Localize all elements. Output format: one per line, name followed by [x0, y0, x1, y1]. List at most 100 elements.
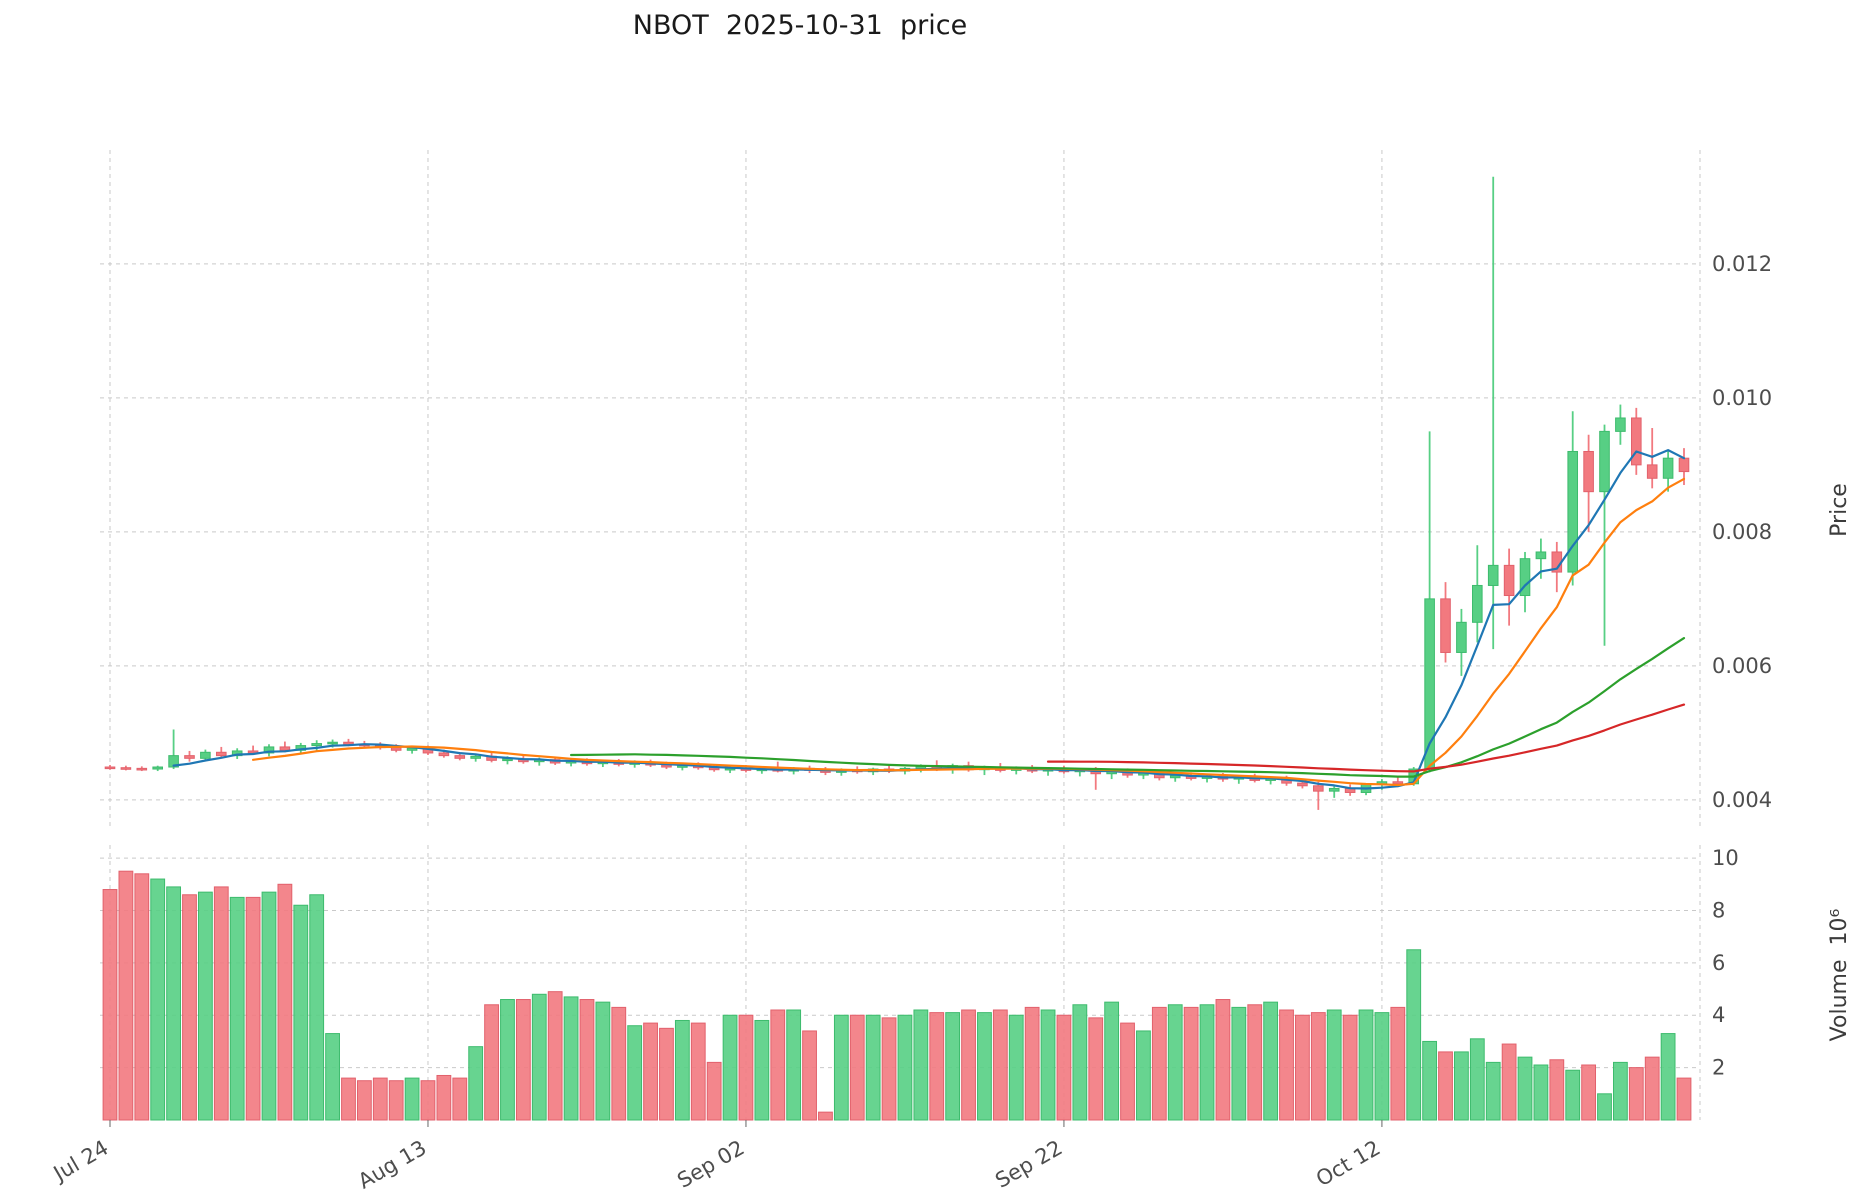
candle-body: [1519, 558, 1531, 597]
volume-bar: [929, 1012, 945, 1121]
volume-bar: [897, 1014, 913, 1121]
volume-bar: [849, 1014, 865, 1121]
volume-bar: [1660, 1033, 1676, 1121]
volume-bar: [1565, 1069, 1581, 1121]
volume-bar: [865, 1014, 881, 1121]
x-tick-label: Jul 24: [48, 1136, 113, 1187]
volume-bar: [261, 891, 277, 1121]
volume-bar: [484, 1004, 499, 1121]
volume-bar: [659, 1027, 674, 1121]
candles-group: [104, 176, 1690, 810]
volume-bar: [1008, 1014, 1024, 1121]
candle-body: [1328, 787, 1340, 792]
ma-line-sma60: [1046, 703, 1686, 773]
ma-line-sma10: [252, 477, 1686, 787]
volume-bar: [309, 894, 325, 1121]
volume-bar: [881, 1017, 897, 1121]
candle-body: [1313, 785, 1324, 792]
volume-bar: [150, 878, 166, 1121]
volume-bar: [1469, 1038, 1485, 1121]
volume-bar: [833, 1014, 849, 1121]
volume-tick-label: 10: [1712, 846, 1739, 870]
volume-bar: [1438, 1051, 1453, 1121]
volume-bar: [1231, 1006, 1247, 1121]
volume-bar: [1120, 1022, 1135, 1121]
volume-bar: [404, 1077, 420, 1121]
volume-bar: [356, 1080, 372, 1121]
candle-body: [1392, 781, 1404, 785]
volume-bar: [1454, 1051, 1469, 1121]
volume-bar: [1183, 1006, 1199, 1121]
volume-bar: [690, 1022, 706, 1121]
volume-bar: [372, 1077, 388, 1121]
volume-bar: [1310, 1012, 1326, 1121]
volume-bar: [293, 904, 309, 1121]
candle-body: [1535, 551, 1547, 560]
volume-bar: [1581, 1064, 1597, 1121]
volume-bar: [1263, 1001, 1279, 1121]
price-tick-label: 0.010: [1712, 386, 1772, 410]
volume-bar: [245, 896, 261, 1121]
candle-body: [215, 751, 227, 757]
volume-tick-label: 8: [1712, 898, 1725, 922]
volume-bar: [1167, 1004, 1183, 1121]
volume-bar: [1374, 1012, 1390, 1121]
volume-bar: [1342, 1014, 1358, 1121]
volume-bar: [182, 894, 197, 1121]
volume-bar: [1358, 1009, 1374, 1121]
volume-bar: [1295, 1014, 1310, 1121]
candle-body: [438, 752, 450, 757]
x-tick-label: Sep 02: [673, 1136, 748, 1193]
volume-bar: [1533, 1064, 1549, 1121]
volume-bar: [1406, 949, 1422, 1121]
x-tick-label: Oct 12: [1312, 1136, 1384, 1192]
volume-bar: [945, 1012, 961, 1121]
volume-bar: [1088, 1017, 1104, 1121]
volume-bar: [341, 1077, 356, 1121]
volume-bar: [1549, 1059, 1565, 1121]
volume-bar: [627, 1025, 643, 1121]
volume-bar: [1024, 1006, 1040, 1121]
candle-body: [1472, 584, 1483, 623]
volume-bar: [468, 1046, 484, 1121]
volume-bar: [1136, 1030, 1151, 1121]
volume-bar: [754, 1019, 770, 1121]
candle-body: [1631, 417, 1642, 466]
volume-bar: [134, 873, 150, 1121]
volume-bar: [1279, 1009, 1294, 1121]
chart-title: NBOT 2025-10-31 price: [633, 10, 967, 41]
volume-bar: [1326, 1009, 1342, 1121]
ma-line-sma30: [569, 636, 1686, 778]
volume-bar: [325, 1033, 340, 1121]
candle-body: [1440, 598, 1451, 653]
volume-bar: [722, 1014, 738, 1121]
volume-bar: [992, 1009, 1008, 1121]
candle-body: [120, 767, 132, 770]
volume-bar: [579, 999, 595, 1121]
candle-body: [1646, 464, 1658, 479]
volume-bar: [515, 999, 531, 1121]
candle-body: [1583, 450, 1594, 493]
volume-bar: [802, 1030, 817, 1121]
volume-bar: [1485, 1061, 1501, 1121]
volume-tick-label: 4: [1712, 1003, 1725, 1027]
candle-body: [454, 755, 466, 759]
volume-bar: [436, 1074, 452, 1121]
candle-body: [1662, 457, 1674, 479]
volume-bar: [1072, 1004, 1088, 1121]
price-tick-label: 0.006: [1712, 654, 1772, 678]
volume-bar: [770, 1009, 786, 1121]
volume-bar: [1151, 1006, 1167, 1121]
volume-bar: [595, 1001, 611, 1121]
volume-bar: [563, 996, 579, 1121]
volume-bar: [102, 889, 118, 1121]
volume-bar: [420, 1080, 436, 1121]
candle-body: [168, 755, 179, 768]
volume-bar: [197, 891, 213, 1121]
volume-bar: [277, 883, 293, 1121]
price-tick-label: 0.004: [1712, 788, 1772, 812]
volume-bar: [1215, 999, 1231, 1121]
volume-tick-label: 2: [1712, 1056, 1725, 1080]
volume-bar: [452, 1077, 468, 1121]
